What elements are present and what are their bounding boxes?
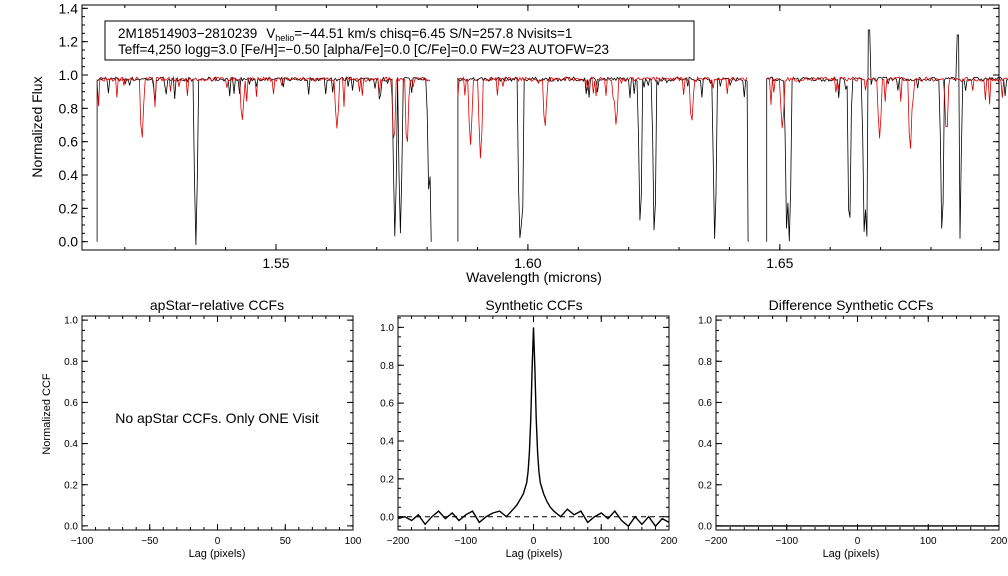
- apstar-ccf-ticks: −100 −50 0 50 100 0.0 0.2 0.4 0.6 0.8 1.0: [64, 316, 362, 547]
- spectrum-xtick-label: 1.55: [262, 255, 289, 271]
- spectrum-ytick-label: 0.4: [59, 167, 79, 183]
- spectrum-synthetic-line: [96, 75, 431, 142]
- spectrum-xtick-label: 1.65: [766, 255, 793, 271]
- synthetic-ccf-ytick-label: 0.2: [380, 474, 394, 485]
- synthetic-ccf-ytick-label: 0.0: [380, 512, 394, 523]
- difference-ccf-ytick-label: 0.6: [698, 398, 712, 409]
- difference-ccf-ytick-label: 0.2: [698, 480, 712, 491]
- synthetic-ccf-title: Synthetic CCFs: [485, 297, 582, 313]
- synthetic-ccf-line: [397, 327, 670, 528]
- difference-ccf-ytick-label: 0.8: [698, 357, 712, 368]
- apstar-ccf-ytick-label: 0.8: [64, 357, 78, 368]
- spectrum-frame: [81, 4, 1000, 251]
- difference-ccf-xtick-label: 0: [855, 536, 861, 547]
- difference-ccf-xtick-label: 100: [920, 536, 937, 547]
- no-ccf-message: No apStar CCFs. Only ONE Visit: [115, 410, 319, 426]
- difference-ccf-xtick-label: −200: [705, 536, 728, 547]
- synthetic-ccf-xtick-label: −100: [454, 536, 477, 547]
- apstar-ccf-ytick-label: 0.4: [64, 439, 78, 450]
- synthetic-ccf-ytick-label: 0.4: [380, 437, 394, 448]
- synthetic-ccf-xtick-label: −200: [387, 536, 410, 547]
- spectrum-ylabel: Normalized Flux: [29, 76, 45, 177]
- synthetic-ccf-ticks: −200 −100 0 100 200 0.0 0.2 0.4 0.6 0.8 1.0: [380, 316, 678, 547]
- annotation-star-id: 2M18514903−2810239: [118, 26, 257, 41]
- synthetic-ccf-ytick-label: 1.0: [380, 323, 394, 334]
- spectrum-plot-content: [96, 29, 1008, 246]
- annotation-box-frame: [104, 20, 695, 61]
- annotation-box: 2M18514903−2810239 Vhelio=−44.51 km/s chi…: [104, 20, 695, 61]
- spectrum-panel: 1.55 1.60 1.65 0.0 0.2 0.4 0.6 0.8 1.0 1.2 1.4 Wav…: [29, 0, 1008, 285]
- annotation-v-label: V: [266, 26, 275, 41]
- difference-ccf-panel: −200 −100 0 100 200 0.0 0.2 0.4 0.6 0.8 1.0 Differ…: [698, 297, 1008, 560]
- difference-ccf-ytick-label: 1.0: [698, 316, 712, 327]
- spectrum-ticks: 1.55 1.60 1.65 0.0 0.2 0.4 0.6 0.8 1.0 1.2 1.4: [59, 0, 999, 271]
- apstar-ccf-ytick-label: 0.2: [64, 480, 78, 491]
- apstar-ccf-ylabel: Normalized CCF: [41, 373, 53, 455]
- spectrum-ytick-label: 0.0: [59, 234, 79, 250]
- synthetic-ccf-xlabel: Lag (pixels): [506, 548, 563, 560]
- apstar-ccf-title: apStar−relative CCFs: [150, 297, 284, 313]
- synthetic-ccf-xtick-label: 0: [531, 536, 537, 547]
- apstar-ccf-ytick-label: 0.6: [64, 398, 78, 409]
- spectrum-synthetic-line: [766, 75, 1008, 149]
- spectrum-ytick-label: 0.8: [59, 100, 79, 116]
- spectrum-ytick-label: 1.2: [59, 34, 79, 50]
- difference-ccf-frame: [715, 315, 1000, 531]
- synthetic-ccf-plot-content: [397, 327, 670, 528]
- annotation-v-value: =−44.51 km/s chisq=6.45 S/N=257.8 Nvisit…: [294, 26, 572, 41]
- spectrum-xtick-label: 1.60: [514, 255, 541, 271]
- apstar-ccf-panel: −100 −50 0 50 100 0.0 0.2 0.4 0.6 0.8 1.0 apStar−r…: [41, 297, 362, 560]
- spectrum-ytick-label: 0.6: [59, 134, 79, 150]
- difference-ccf-ytick-label: 0.0: [698, 521, 712, 532]
- spectrum-observed-line: [457, 76, 749, 242]
- apstar-ccf-xtick-label: −50: [141, 536, 158, 547]
- spectrum-observed-line: [96, 75, 432, 246]
- synthetic-ccf-xtick-label: 200: [661, 536, 678, 547]
- difference-ccf-xtick-label: −100: [775, 536, 798, 547]
- difference-ccf-xlabel: Lag (pixels): [823, 548, 880, 560]
- annotation-line-2: Teff=4,250 logg=3.0 [Fe/H]=−0.50 [alpha/…: [118, 42, 609, 57]
- apstar-ccf-xtick-label: 0: [215, 536, 221, 547]
- spectrum-ytick-label: 1.0: [59, 67, 79, 83]
- apstar-ccf-ytick-label: 1.0: [64, 316, 78, 327]
- apstar-ccf-xtick-label: 100: [345, 536, 362, 547]
- spectrum-xlabel: Wavelength (microns): [466, 269, 602, 285]
- apstar-ccf-ytick-label: 0.0: [64, 521, 78, 532]
- spectrum-synthetic-line: [457, 76, 748, 159]
- synthetic-ccf-xtick-label: 100: [593, 536, 610, 547]
- annotation-line-1: 2M18514903−2810239 Vhelio=−44.51 km/s chi…: [118, 26, 572, 43]
- difference-ccf-ticks: −200 −100 0 100 200 0.0 0.2 0.4 0.6 0.8 1.0: [698, 316, 1008, 547]
- spectrum-ytick-label: 1.4: [59, 0, 79, 16]
- annotation-v-sub: helio: [275, 33, 294, 43]
- difference-ccf-ytick-label: 0.4: [698, 439, 712, 450]
- difference-ccf-xtick-label: 200: [991, 536, 1008, 547]
- spectrum-ytick-label: 0.2: [59, 200, 79, 216]
- apstar-ccf-xtick-label: −100: [71, 536, 94, 547]
- apstar-ccf-xlabel: Lag (pixels): [189, 548, 246, 560]
- apstar-ccf-xtick-label: 50: [280, 536, 292, 547]
- difference-ccf-title: Difference Synthetic CCFs: [769, 297, 934, 313]
- synthetic-ccf-panel: −200 −100 0 100 200 0.0 0.2 0.4 0.6 0.8 1.0 Synthe…: [380, 297, 678, 560]
- spectrum-observed-line: [766, 29, 1008, 242]
- synthetic-ccf-ytick-label: 0.8: [380, 361, 394, 372]
- synthetic-ccf-ytick-label: 0.6: [380, 399, 394, 410]
